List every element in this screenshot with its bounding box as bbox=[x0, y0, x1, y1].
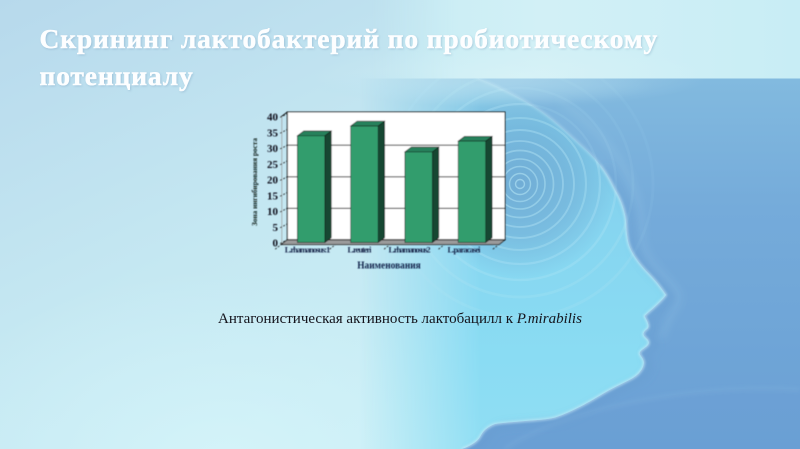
svg-text:40: 40 bbox=[267, 112, 279, 124]
svg-text:L.reuteri: L.reuteri bbox=[348, 245, 373, 254]
svg-text:Наименования: Наименования bbox=[357, 260, 421, 271]
svg-text:Зона ингибирования роста: Зона ингибирования роста bbox=[250, 138, 259, 226]
svg-text:35: 35 bbox=[267, 127, 279, 139]
svg-text:L.rhamanosus2: L.rhamanosus2 bbox=[389, 245, 431, 254]
svg-text:10: 10 bbox=[267, 206, 279, 218]
svg-text:25: 25 bbox=[267, 159, 279, 171]
svg-text:20: 20 bbox=[267, 175, 279, 187]
svg-text:L.paracasei: L.paracasei bbox=[448, 245, 482, 254]
svg-text:30: 30 bbox=[267, 143, 279, 155]
svg-text:5: 5 bbox=[273, 222, 279, 234]
svg-text:15: 15 bbox=[267, 190, 279, 202]
svg-text:L.rhamanosus:1: L.rhamanosus:1 bbox=[285, 245, 331, 254]
svg-text:0: 0 bbox=[273, 238, 279, 250]
